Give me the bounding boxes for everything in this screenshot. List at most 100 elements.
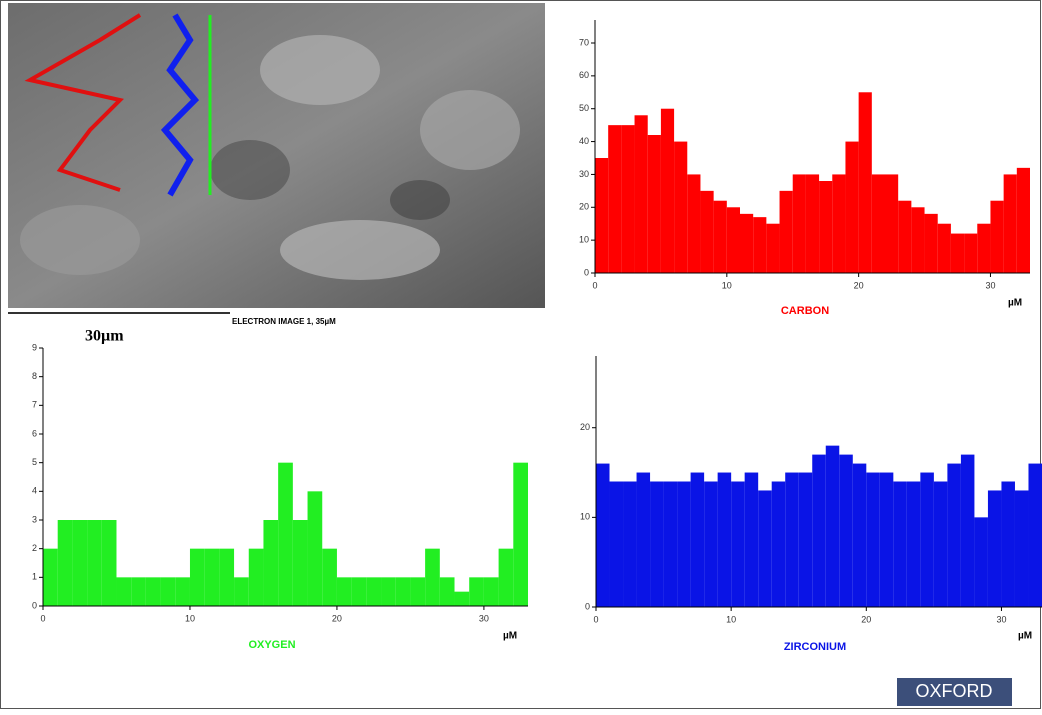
bar [648,135,661,273]
y-tick-label: 4 [32,486,37,496]
bar [661,109,674,273]
x-unit: µM [1018,631,1032,642]
y-tick-label: 10 [579,235,589,245]
element-label: CARBON [781,305,829,317]
bar [595,158,608,273]
bar [766,224,779,273]
bar [731,482,745,608]
bar [1001,482,1015,608]
bar [484,577,499,606]
x-tick-label: 10 [185,613,195,623]
bar [938,224,951,273]
x-tick-label: 30 [996,614,1006,624]
x-tick-label: 0 [593,614,598,624]
bar [175,577,190,606]
x-tick-label: 20 [861,614,871,624]
bar [780,191,793,273]
bar [753,217,766,273]
bar [839,455,853,607]
y-tick-label: 50 [579,103,589,113]
x-tick-label: 10 [726,614,736,624]
bar [469,577,484,606]
bar [704,482,718,608]
y-tick-label: 70 [579,37,589,47]
bar [352,577,367,606]
element-label: ZIRCONIUM [784,641,846,653]
bar [819,181,832,273]
figure: 30µm ELECTRON IMAGE 1, 35µM OXFORD 01020… [0,0,1042,710]
bar [455,592,470,606]
bar [278,463,293,606]
image-caption: ELECTRON IMAGE 1, 35µM [232,317,336,326]
bar [988,490,1002,607]
bar [793,174,806,273]
x-unit: µM [1008,298,1022,309]
bar [893,482,907,608]
bar [219,549,234,606]
bar [907,482,921,608]
bar [499,549,514,606]
bar [621,125,634,273]
bar [974,517,988,607]
bar [898,201,911,273]
x-tick-label: 20 [854,280,864,290]
x-tick-label: 20 [332,613,342,623]
y-tick-label: 20 [579,202,589,212]
bar [610,482,624,608]
bar [691,473,705,607]
x-tick-label: 0 [40,613,45,623]
bar [799,473,813,607]
y-tick-label: 7 [32,400,37,410]
bar [337,577,352,606]
bar [650,482,664,608]
bar [116,577,131,606]
y-tick-label: 20 [580,422,590,432]
x-tick-label: 30 [479,613,489,623]
x-tick-label: 0 [592,280,597,290]
y-tick-label: 5 [32,457,37,467]
bar [785,473,799,607]
bar [234,577,249,606]
bar [845,142,858,273]
logo: OXFORD [915,681,992,701]
bar [911,207,924,273]
bar [1015,490,1029,607]
bar [664,482,678,608]
bar [872,174,885,273]
y-tick-label: 2 [32,543,37,553]
bar [951,234,964,273]
bar [853,464,867,607]
bar [410,577,425,606]
bar [880,473,894,607]
bar [43,549,58,606]
x-tick-label: 30 [985,280,995,290]
bar [190,549,205,606]
bar [1004,174,1017,273]
bar [745,473,759,607]
y-tick-label: 40 [579,136,589,146]
bar [866,473,880,607]
y-tick-label: 1 [32,572,37,582]
bar [925,214,938,273]
bar [425,549,440,606]
bar [859,92,872,273]
bar [832,174,845,273]
bar [826,446,840,607]
bar [806,174,819,273]
y-tick-label: 0 [585,601,590,611]
bar [608,125,621,273]
bar [687,174,700,273]
bar [700,191,713,273]
bar [977,224,990,273]
bar [102,520,117,606]
bar [381,577,396,606]
x-unit: µM [503,631,517,642]
bar [740,214,753,273]
bar [772,482,786,608]
y-tick-label: 0 [32,600,37,610]
bar [947,464,961,607]
bar [322,549,337,606]
bar [249,549,264,606]
y-tick-label: 3 [32,514,37,524]
bar [366,577,381,606]
